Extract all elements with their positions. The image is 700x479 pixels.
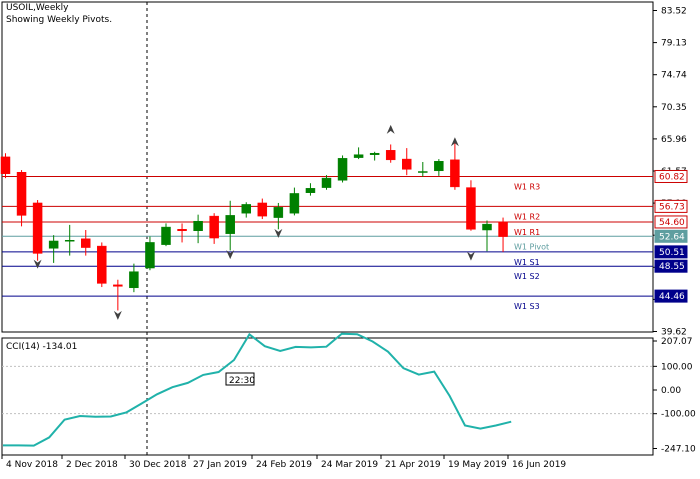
pivot-label-w1-r3: W1 R3 [514,182,540,191]
pivot-label-w1-r2: W1 R2 [514,212,540,221]
candle-body [145,242,155,269]
pivot-label-w1-pivot: W1 Pivot [514,242,549,251]
cci-y-tick-label: -100.00 [661,410,696,420]
fractal-up-arrow [450,137,459,147]
x-tick-label: 24 Mar 2019 [321,460,378,470]
cci-series-line [3,332,512,447]
price-label-48-55: 48.55 [654,259,688,273]
fractal-up-arrow [386,124,395,134]
y-tick-label: 39.62 [661,328,687,338]
x-tick-label: 21 Apr 2019 [385,460,441,470]
fractal-down-arrow [274,228,283,238]
candle-body [466,187,476,230]
price-label-text: 54.60 [659,218,685,228]
price-label-50-51: 50.51 [654,245,688,259]
price-label-text: 52.64 [659,232,685,242]
price-label-text: 48.55 [659,262,685,272]
price-label-text: 60.82 [659,172,685,182]
candle-body [418,171,428,173]
candle-body [289,193,300,214]
candle-body [402,158,412,170]
candle-body [81,238,91,248]
y-tick-label: 79.13 [661,39,687,49]
y-tick-label: 83.52 [661,7,687,17]
candle-body [16,171,27,216]
price-label-box [654,169,688,183]
candle-body [385,150,396,161]
pivot-label-w1-s1: W1 S1 [514,258,540,267]
candle-body [305,188,316,193]
candle-body [353,154,364,158]
price-label-text: 50.51 [659,248,685,258]
price-label-text: 44.46 [659,292,685,302]
y-tick-label: 65.96 [661,135,687,145]
x-tick-label: 2 Dec 2018 [66,460,118,470]
x-tick-label: 30 Dec 2018 [129,460,187,470]
candle-body [273,207,284,218]
candle-body [257,202,268,217]
price-label-box [654,259,688,273]
candle-body [0,156,11,174]
chart-subtitle: Showing Weekly Pivots. [6,15,113,25]
candle-body [113,284,123,287]
pivot-label-w1-r1: W1 R1 [514,228,540,237]
price-label-box [654,289,688,303]
candle-body [64,239,75,242]
x-tick-label: 24 Feb 2019 [256,460,312,470]
price-label-box [654,245,688,259]
fractal-down-arrow [33,259,42,269]
y-tick-label: 70.35 [661,103,687,113]
candle-body [369,152,380,155]
candle-body [97,245,107,284]
price-label-44-46: 44.46 [654,289,688,303]
time-marker-box [225,372,255,386]
price-label-text: 56.73 [659,202,685,212]
candle-body [32,202,43,254]
chart-symbol-title: USOIL,Weekly [6,3,69,13]
x-tick-label: 16 Jun 2019 [512,460,566,470]
cci-label: CCI(14) -134.01 [6,342,77,352]
candle-body [225,215,235,234]
time-marker-label: 22:30 [229,376,255,386]
candle-body [161,226,171,245]
fractal-down-arrow [466,251,475,261]
candle-body [177,229,187,231]
price-label-52-64: 52.64 [654,229,688,243]
fractal-down-arrow [113,310,122,320]
candle-body [241,204,251,214]
cci-y-tick-label: -247.10 [661,445,696,455]
candle-body [482,223,492,231]
candle-body [434,161,444,172]
price-label-56-73: 56.73 [654,199,688,213]
cci-y-tick-label: 207.07 [661,337,693,347]
candle-body [498,221,508,237]
candle-body [209,215,219,239]
x-tick-label: 19 May 2019 [448,460,507,470]
pivot-label-w1-s3: W1 S3 [514,302,540,311]
y-tick-label: 74.74 [661,71,687,81]
candle-body [337,158,348,181]
main-plot-frame [1,1,654,333]
price-label-54-60: 54.60 [654,215,688,229]
cci-y-tick-label: 100.00 [661,362,693,372]
price-label-box [654,229,688,243]
fractal-down-arrow [226,250,235,260]
candle-body [450,159,460,188]
candle-body [48,240,59,249]
cci-plot-frame [1,337,654,456]
price-label-box [654,199,688,213]
price-label-box [654,215,688,229]
x-tick-label: 4 Nov 2018 [6,460,58,470]
x-tick-label: 27 Jan 2019 [193,460,247,470]
candle-body [193,220,203,231]
cci-y-tick-label: 0.00 [661,386,681,396]
pivot-label-w1-s2: W1 S2 [514,272,540,281]
price-label-60-82: 60.82 [654,169,688,183]
candle-body [129,271,139,289]
candle-body [321,177,332,188]
